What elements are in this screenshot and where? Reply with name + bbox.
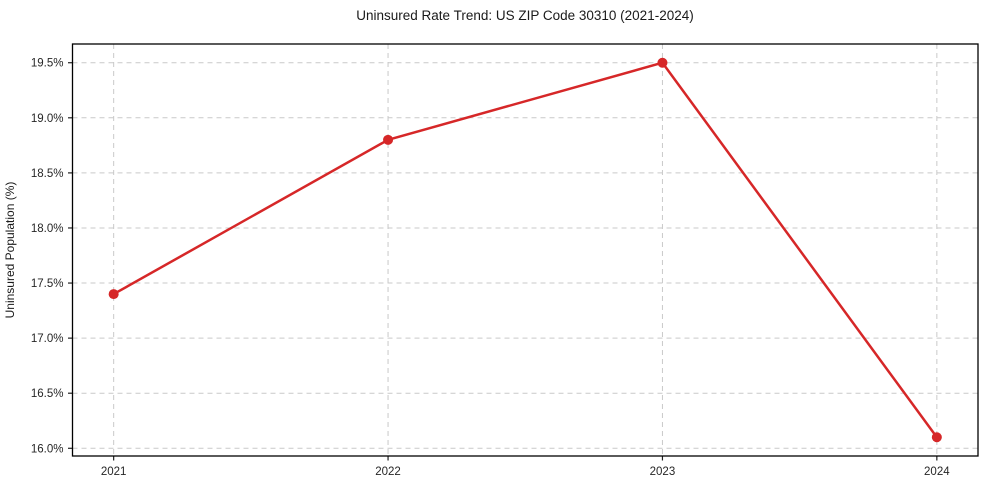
y-tick-label: 16.0%	[31, 443, 64, 455]
y-axis-label: Uninsured Population (%)	[3, 182, 17, 319]
y-tick-label: 16.5%	[31, 388, 64, 400]
y-tick-label: 19.0%	[31, 113, 64, 125]
y-tick-label: 17.0%	[31, 333, 64, 345]
chart-title: Uninsured Rate Trend: US ZIP Code 30310 …	[356, 8, 693, 23]
plot-border	[71, 43, 979, 457]
y-tick-label: 17.5%	[31, 278, 64, 290]
data-point	[931, 432, 942, 443]
y-tick-label: 18.0%	[31, 223, 64, 235]
y-tick-label: 18.5%	[31, 168, 64, 180]
trend-line	[112, 61, 939, 439]
data-point	[657, 57, 668, 68]
data-point	[108, 289, 119, 300]
x-tick-label: 2024	[924, 466, 950, 478]
data-point	[383, 134, 394, 145]
x-tick-label: 2023	[650, 466, 676, 478]
y-tick-label: 19.5%	[31, 58, 64, 70]
x-tick-label: 2021	[101, 466, 127, 478]
plot-area: 16.0% 16.5% 17.0% 17.5% 18.0% 18.5% 19.0% 19.5%…	[31, 43, 979, 478]
x-tick-label: 2022	[375, 466, 401, 478]
